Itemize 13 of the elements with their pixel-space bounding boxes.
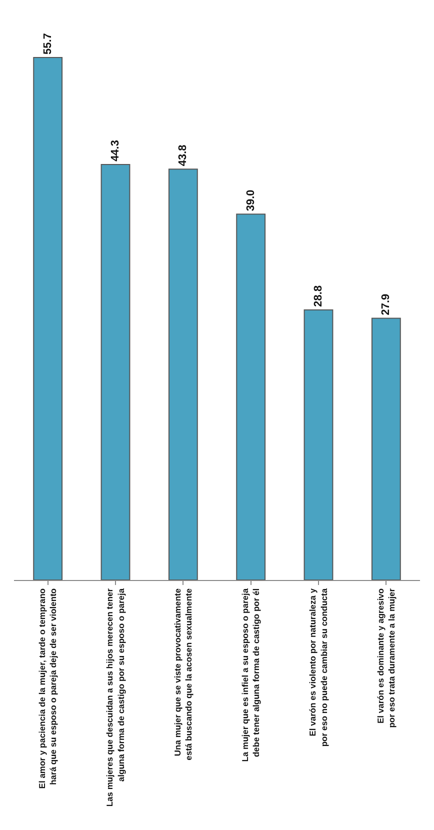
data-label: 55.7 [42, 33, 54, 54]
data-label: 43.8 [177, 144, 190, 166]
data-label: 27.9 [380, 294, 392, 316]
bar [100, 164, 130, 580]
bar [371, 318, 401, 580]
bar [304, 309, 334, 580]
bar [33, 57, 63, 580]
data-label: 39.0 [244, 190, 257, 212]
x-tick-label: El amor y paciencia de la mujer, tarde o temprano hará que su esposo o pareja deje de ser violento [37, 588, 58, 789]
data-label: 28.8 [312, 285, 324, 307]
bar [168, 168, 198, 580]
data-label: 44.3 [110, 140, 122, 162]
bar [236, 214, 266, 580]
